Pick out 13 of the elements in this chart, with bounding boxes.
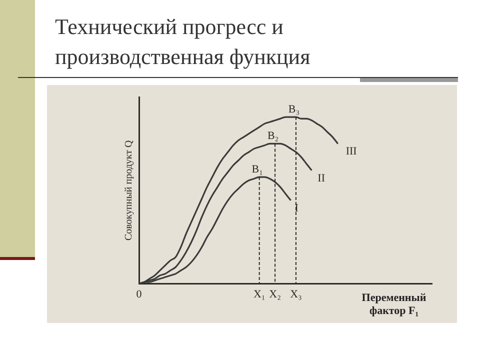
annotation: B₁ — [252, 163, 264, 176]
annotation: B₂ — [267, 130, 279, 142]
series-label: I — [294, 202, 299, 214]
series-label: III — [346, 146, 358, 158]
chart-title: Технический прогресс и производственная функция — [55, 13, 312, 71]
x-tick-label: X₂ — [269, 288, 282, 300]
x-axis-title: Переменный фактор F₁ — [360, 292, 428, 318]
x-tick-label: X₃ — [290, 288, 302, 300]
annotation: B₃ — [288, 103, 300, 116]
x-tick-label: 0 — [136, 288, 142, 300]
y-axis-title: Совокупный продукт Q — [124, 139, 135, 241]
x-tick-label: X₁ — [253, 288, 266, 300]
series-label: II — [318, 172, 326, 184]
